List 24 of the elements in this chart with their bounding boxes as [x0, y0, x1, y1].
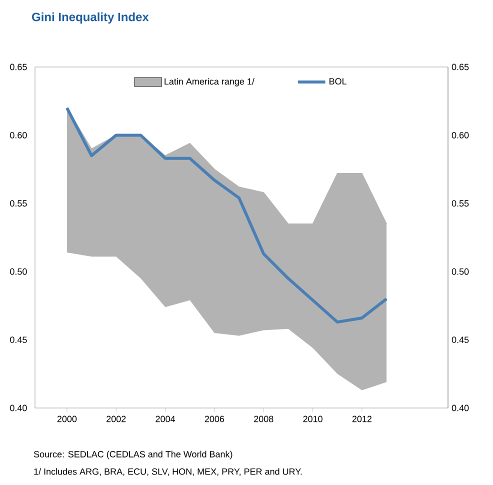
y2-tick-label: 0.45 [452, 336, 469, 343]
y-tick-label: 0.60 [10, 132, 27, 138]
y-tick-label: 0.50 [10, 268, 27, 275]
x-tick-label: 2008 [254, 416, 274, 422]
y-tick-label: 0.40 [10, 404, 27, 412]
legend-label: BOL [330, 78, 346, 85]
y2-tick-label: 0.50 [452, 268, 469, 275]
source-note: Source: SEDLAC (CEDLAS and The World Bank) [34, 450, 232, 460]
x-tick-label: 2000 [57, 416, 77, 422]
y2-tick-label: 0.65 [452, 64, 469, 70]
y-tick-label: 0.65 [10, 64, 27, 70]
x-tick-label: 2002 [106, 416, 126, 422]
y2-tick-label: 0.60 [452, 132, 469, 138]
x-tick-label: 2012 [352, 416, 372, 422]
x-tick-label: 2010 [303, 416, 322, 422]
x-tick-label: 2004 [156, 416, 176, 422]
chart-title: Gini Inequality Index [32, 12, 149, 24]
text: 1/ Includes ARG, BRA, ECU, SLV, HON, MEX, PRY, PER and URY. [34, 468, 302, 476]
y-tick-label: 0.45 [10, 336, 27, 343]
y2-tick-label: 0.55 [452, 200, 469, 207]
y-tick-label: 0.55 [10, 200, 27, 207]
legend-label: Latin America range 1/ [164, 78, 254, 86]
y2-tick-label: 0.40 [452, 404, 469, 412]
x-tick-label: 2006 [204, 416, 224, 422]
